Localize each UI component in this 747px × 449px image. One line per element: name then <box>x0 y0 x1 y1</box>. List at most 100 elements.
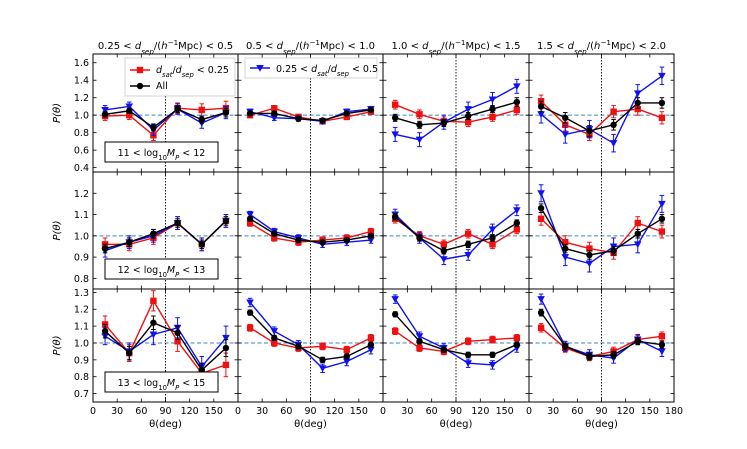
panel-r1-c3: 1.0 < dsep/(h−1Mpc) < 1.5 <box>382 38 530 173</box>
data-point <box>464 118 472 126</box>
legend-frame <box>124 57 236 97</box>
data-point <box>513 106 521 114</box>
data-point <box>634 230 641 237</box>
data-point <box>416 234 423 242</box>
panel-r1-c2: 0.5 < dsep/(h−1Mpc) < 1.0 <box>237 38 384 173</box>
data-point <box>513 83 521 91</box>
series-blue <box>537 184 666 273</box>
column-title: 0.25 < dsep/(h−1Mpc) < 0.5 <box>98 38 233 56</box>
x-tick-label: 180 <box>665 406 683 417</box>
x-tick-label: 150 <box>350 406 368 417</box>
data-point <box>295 236 302 244</box>
row-label-box <box>104 371 219 393</box>
y-tick-label: 1.0 <box>74 231 89 242</box>
data-point <box>513 207 521 215</box>
data-point <box>464 351 472 358</box>
data-point <box>126 239 133 246</box>
panel-r1-c4: 1.5 < dsep/(h−1Mpc) < 2.0 <box>528 38 675 173</box>
x-tick-label: 60 <box>571 406 583 417</box>
data-point <box>246 324 254 331</box>
data-point <box>222 334 230 342</box>
data-point <box>513 98 521 106</box>
data-point <box>343 110 350 117</box>
data-point <box>416 344 423 352</box>
legend-label-red-run: d <box>176 65 183 76</box>
data-point <box>488 96 497 104</box>
series-line <box>394 216 518 252</box>
data-point <box>610 121 617 128</box>
data-point <box>391 213 399 220</box>
data-point <box>415 333 424 341</box>
data-point <box>198 241 205 248</box>
column-title-run: /( <box>296 41 303 52</box>
column-title-run: sep <box>283 47 296 56</box>
data-point <box>562 114 569 122</box>
legend-marker <box>256 65 264 72</box>
x-tick-label: 30 <box>547 406 559 417</box>
series-black <box>391 212 521 255</box>
column-title-run: /( <box>154 41 161 52</box>
data-point <box>126 349 133 357</box>
data-point <box>391 114 399 122</box>
data-point <box>150 319 157 326</box>
x-tick-label: 120 <box>326 406 344 417</box>
x-tick-label: 90 <box>304 406 316 417</box>
data-point <box>367 237 375 244</box>
data-point <box>586 353 593 360</box>
series-line <box>394 330 517 353</box>
data-point <box>513 219 521 227</box>
data-point <box>174 219 181 227</box>
data-point <box>391 327 399 335</box>
data-point <box>198 116 205 123</box>
data-point <box>489 234 496 242</box>
y-tick-label: 1.1 <box>74 322 89 333</box>
data-point <box>658 215 666 222</box>
data-point <box>586 245 593 252</box>
panel-r3-c2: 0 30 60 90 120 150 θ(deg) <box>235 288 384 430</box>
legend-label-red-run: < 0.25 <box>194 65 229 76</box>
series-line <box>540 218 663 254</box>
series-blue <box>391 78 521 148</box>
data-point <box>270 114 279 122</box>
data-point <box>319 343 326 350</box>
legend-marker <box>136 66 144 74</box>
x-tick-label: 120 <box>617 406 635 417</box>
x-tick-label: 150 <box>641 406 659 417</box>
data-point <box>464 251 472 259</box>
row-label-run: 12 < log <box>118 265 159 276</box>
data-point <box>561 131 570 139</box>
legend-label-red-run: sep <box>182 71 195 79</box>
data-point <box>270 328 279 335</box>
data-point <box>343 113 350 121</box>
data-point <box>101 245 109 252</box>
data-point <box>319 356 326 364</box>
x-tick-label: 90 <box>159 406 171 417</box>
data-point <box>416 111 423 118</box>
column-title-run: Mpc) < 2.0 <box>611 41 666 52</box>
data-point <box>101 106 109 114</box>
data-point <box>585 260 594 268</box>
data-point <box>391 296 399 303</box>
row-label-run: M <box>167 265 175 276</box>
data-point <box>367 334 375 342</box>
row-label-run: 10 <box>158 154 167 162</box>
data-point <box>126 107 133 115</box>
data-point <box>562 121 569 128</box>
data-point <box>440 247 448 254</box>
data-point <box>561 254 570 261</box>
data-point <box>150 230 157 237</box>
data-point <box>537 215 545 222</box>
series-black <box>537 203 666 260</box>
series-black <box>537 308 666 361</box>
data-point <box>562 343 569 350</box>
column-title-run: 0.25 < <box>98 41 135 52</box>
column-title-run: −1 <box>455 38 466 47</box>
y-tick-label: 1.4 <box>74 76 89 87</box>
data-point <box>319 117 326 124</box>
data-point <box>271 234 278 242</box>
row-label-run: P <box>175 154 180 162</box>
legend-label-blue-run: / <box>328 64 332 75</box>
data-point <box>367 232 375 240</box>
panel-r2-c3 <box>382 171 530 290</box>
